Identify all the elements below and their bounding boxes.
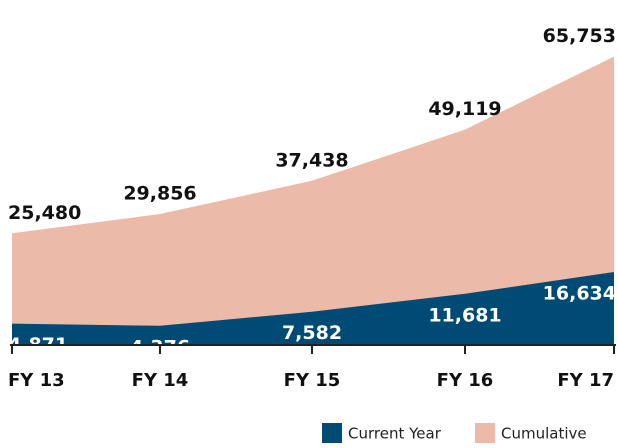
x-tick-label: FY 17: [557, 370, 614, 391]
data-label: 16,634: [543, 283, 616, 305]
data-label: 65,753: [543, 25, 616, 47]
data-label: 37,438: [275, 149, 348, 171]
data-label: 29,856: [123, 183, 196, 205]
legend-swatch: [322, 423, 342, 443]
x-tick-label: FY 14: [132, 370, 189, 391]
legend-swatch: [475, 423, 495, 443]
data-label: 7,582: [282, 322, 342, 344]
x-tick-label: FY 16: [437, 370, 494, 391]
x-tick-label: FY 13: [8, 370, 65, 391]
data-label: 25,480: [8, 202, 81, 224]
x-tick-label: FY 15: [284, 370, 341, 391]
legend-label: Current Year: [348, 425, 442, 443]
legend-label: Cumulative: [501, 425, 587, 443]
data-label: 11,681: [428, 304, 501, 326]
area: [12, 272, 614, 345]
data-label: 49,119: [428, 98, 501, 120]
area: [12, 56, 614, 345]
